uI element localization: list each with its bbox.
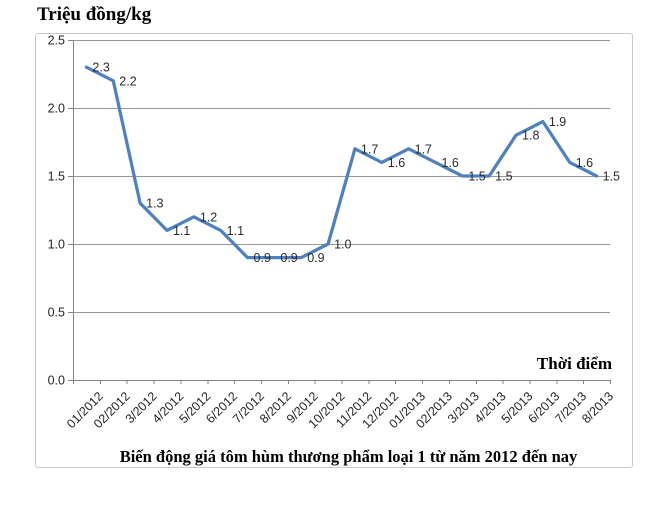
data-point-label: 0.9: [280, 251, 297, 265]
data-point-label: 1.7: [415, 142, 432, 156]
data-point-label: 1.7: [361, 142, 378, 156]
data-point-label: 1.5: [468, 170, 485, 184]
y-tick-label: 2.5: [48, 34, 65, 48]
data-point-label: 0.9: [307, 251, 324, 265]
data-point-label: 1.8: [522, 129, 539, 143]
chart-caption: Biến động giá tôm hùm thương phẩm loại 1…: [119, 447, 578, 466]
data-point-label: 1.1: [227, 224, 244, 238]
chart-frame: [35, 33, 633, 468]
data-point-label: 2.3: [92, 61, 109, 75]
data-point-label: 1.2: [200, 210, 217, 224]
price-series-line: [84, 65, 599, 260]
data-point-label: 1.6: [576, 156, 593, 170]
x-axis-title: Thời điểm: [536, 354, 612, 373]
y-tick-label: 1.0: [48, 238, 65, 252]
data-point-label: 1.0: [334, 238, 351, 252]
data-point-label: 1.3: [146, 197, 163, 211]
y-tick-label: 1.5: [48, 170, 65, 184]
data-point-label: 1.1: [173, 224, 190, 238]
y-tick-label: 2.0: [48, 102, 65, 116]
y-tick-label: 0.5: [48, 306, 65, 320]
data-point-label: 0.9: [254, 251, 271, 265]
data-point-label: 2.2: [119, 74, 136, 88]
y-axis-title: Triệu đồng/kg: [37, 4, 152, 25]
data-point-label: 1.5: [603, 170, 620, 184]
data-point-label: 1.6: [388, 156, 405, 170]
y-tick-label: 0.0: [48, 374, 65, 388]
data-point-label: 1.9: [549, 115, 566, 129]
data-point-label: 1.5: [495, 170, 512, 184]
data-point-label: 1.6: [441, 156, 458, 170]
